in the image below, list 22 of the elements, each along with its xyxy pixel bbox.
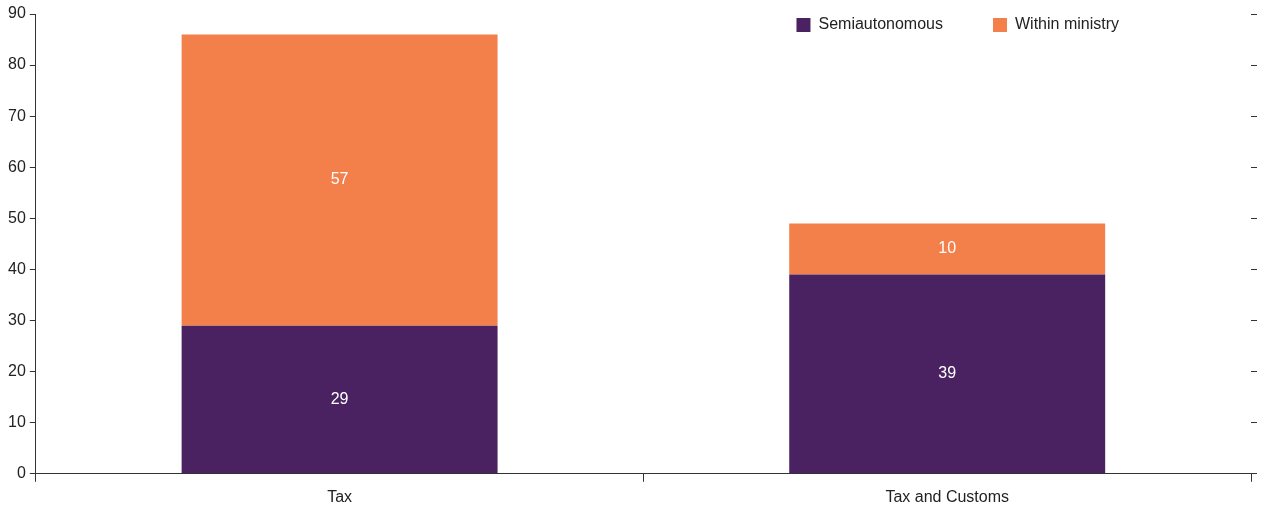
bar (789, 274, 1106, 474)
bar (181, 325, 498, 474)
legend-label: Within ministry (1014, 15, 1120, 33)
y-tick-label: 70 (8, 106, 26, 124)
data-label: 39 (938, 364, 957, 382)
y-tick-label: 20 (8, 362, 26, 380)
legend-label: Semiautonomous (818, 15, 943, 33)
y-tick-label: 0 (16, 464, 26, 482)
y-tick-label: 60 (8, 157, 26, 175)
y-tick-label: 50 (8, 208, 26, 226)
bar (181, 34, 498, 326)
x-tick-label: Tax and Customs (885, 487, 1009, 505)
y-tick-label: 40 (8, 259, 26, 277)
data-label: 57 (330, 170, 349, 188)
bar (789, 223, 1106, 275)
x-tick-label: Tax (327, 487, 353, 505)
y-tick-label: 80 (8, 55, 26, 73)
y-tick-label: 10 (8, 413, 26, 431)
data-label: 10 (938, 239, 957, 257)
y-tick-label: 30 (8, 310, 26, 328)
y-tick-label: 90 (8, 4, 26, 22)
data-label: 29 (330, 389, 349, 407)
